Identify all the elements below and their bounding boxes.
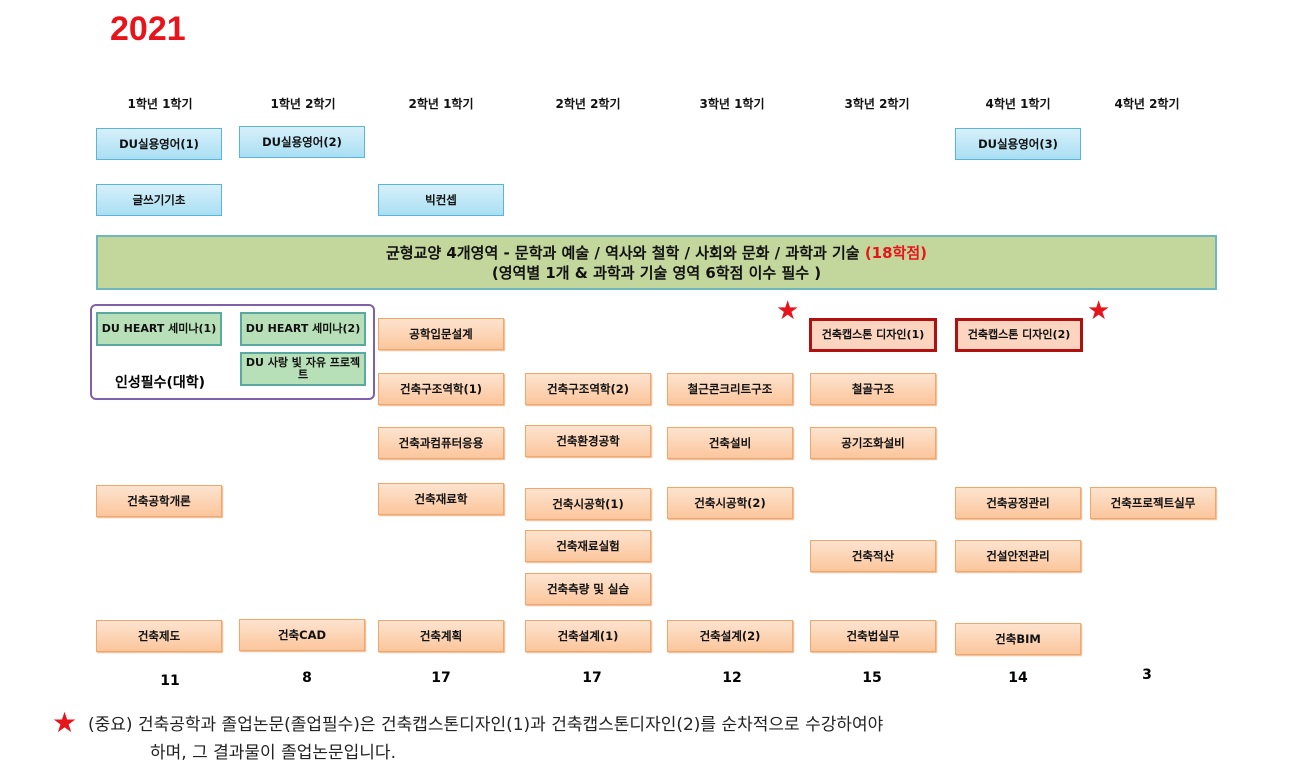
course-box: DU HEART 세미나(1) bbox=[96, 312, 222, 346]
credit-total: 17 bbox=[582, 670, 602, 686]
semester-header: 2학년 2학기 bbox=[555, 97, 621, 111]
course-box: 건축과컴퓨터응용 bbox=[378, 427, 504, 459]
course-box: 건축시공학(1) bbox=[525, 488, 651, 520]
credit-total: 12 bbox=[722, 670, 742, 686]
credit-total: 17 bbox=[431, 670, 451, 686]
course-box: DU실용영어(2) bbox=[239, 126, 365, 158]
course-box: 건축재료실험 bbox=[525, 530, 651, 562]
capstone-box: 건축캡스톤 디자인(2) bbox=[955, 318, 1083, 352]
course-box: 건축구조역학(2) bbox=[525, 373, 651, 405]
course-box: 건설안전관리 bbox=[955, 540, 1081, 572]
course-box: 건축법실무 bbox=[810, 620, 936, 652]
semester-header: 1학년 2학기 bbox=[270, 97, 336, 111]
course-box: 건축공학개론 bbox=[96, 485, 222, 517]
course-box: 건축재료학 bbox=[378, 483, 504, 515]
capstone-box: 건축캡스톤 디자인(1) bbox=[809, 318, 937, 352]
course-box: DU 사랑 빛 자유 프로젝트 bbox=[240, 352, 366, 386]
star-icon: ★ bbox=[52, 706, 78, 739]
semester-header: 3학년 2학기 bbox=[844, 97, 910, 111]
semester-header: 3학년 1학기 bbox=[699, 97, 765, 111]
year-title: 2021 bbox=[110, 10, 186, 48]
course-box: DU실용영어(1) bbox=[96, 128, 222, 160]
course-box: 공학입문설계 bbox=[378, 318, 504, 350]
credit-total: 15 bbox=[862, 670, 882, 686]
semester-header: 2학년 1학기 bbox=[408, 97, 474, 111]
course-box: 건축설계(1) bbox=[525, 620, 651, 652]
course-box: 건축설계(2) bbox=[667, 620, 793, 652]
credit-total: 14 bbox=[1008, 670, 1028, 686]
banner-line1: 균형교양 4개영역 - 문학과 예술 / 역사와 철학 / 사회와 문화 / 과… bbox=[386, 244, 865, 262]
course-box: 철근콘크리트구조 bbox=[667, 373, 793, 405]
course-box: 건축제도 bbox=[96, 620, 222, 652]
course-box: 건축측량 및 실습 bbox=[525, 573, 651, 605]
course-box: 건축BIM bbox=[955, 623, 1081, 655]
course-box: 철골구조 bbox=[810, 373, 936, 405]
course-box: 건축계획 bbox=[378, 620, 504, 652]
general-education-banner: 균형교양 4개영역 - 문학과 예술 / 역사와 철학 / 사회와 문화 / 과… bbox=[96, 235, 1217, 290]
course-box: DU실용영어(3) bbox=[955, 128, 1081, 160]
credit-total: 8 bbox=[302, 670, 312, 686]
course-box: 건축공정관리 bbox=[955, 487, 1081, 519]
character-group bbox=[90, 304, 375, 400]
course-box: 건축시공학(2) bbox=[667, 487, 793, 519]
course-box: 글쓰기기초 bbox=[96, 184, 222, 216]
semester-header: 4학년 2학기 bbox=[1114, 97, 1180, 111]
course-box: 건축프로젝트실무 bbox=[1090, 487, 1216, 519]
star-icon: ★ bbox=[1087, 296, 1111, 326]
course-box: 건축구조역학(1) bbox=[378, 373, 504, 405]
banner-line2: (영역별 1개 & 과학과 기술 영역 6학점 이수 필수 ) bbox=[491, 264, 822, 282]
banner-credit: (18학점) bbox=[864, 244, 927, 262]
course-box: 건축적산 bbox=[810, 540, 936, 572]
footnote-line1: (중요) 건축공학과 졸업논문(졸업필수)은 건축캡스톤디자인(1)과 건축캡스… bbox=[88, 715, 884, 735]
semester-header: 1학년 1학기 bbox=[127, 97, 193, 111]
course-box: 공기조화설비 bbox=[810, 427, 936, 459]
course-box: 건축CAD bbox=[239, 619, 365, 651]
course-box: 건축설비 bbox=[667, 427, 793, 459]
footnote-line2: 하며, 그 결과물이 졸업논문입니다. bbox=[150, 743, 396, 763]
semester-header: 4학년 1학기 bbox=[985, 97, 1051, 111]
credit-total: 11 bbox=[160, 673, 180, 689]
course-box: 건축환경공학 bbox=[525, 425, 651, 457]
character-label: 인성필수(대학) bbox=[114, 375, 206, 391]
course-box: 빅컨셉 bbox=[378, 184, 504, 216]
credit-total: 3 bbox=[1142, 667, 1152, 683]
course-box: DU HEART 세미나(2) bbox=[240, 312, 366, 346]
star-icon: ★ bbox=[776, 296, 800, 326]
